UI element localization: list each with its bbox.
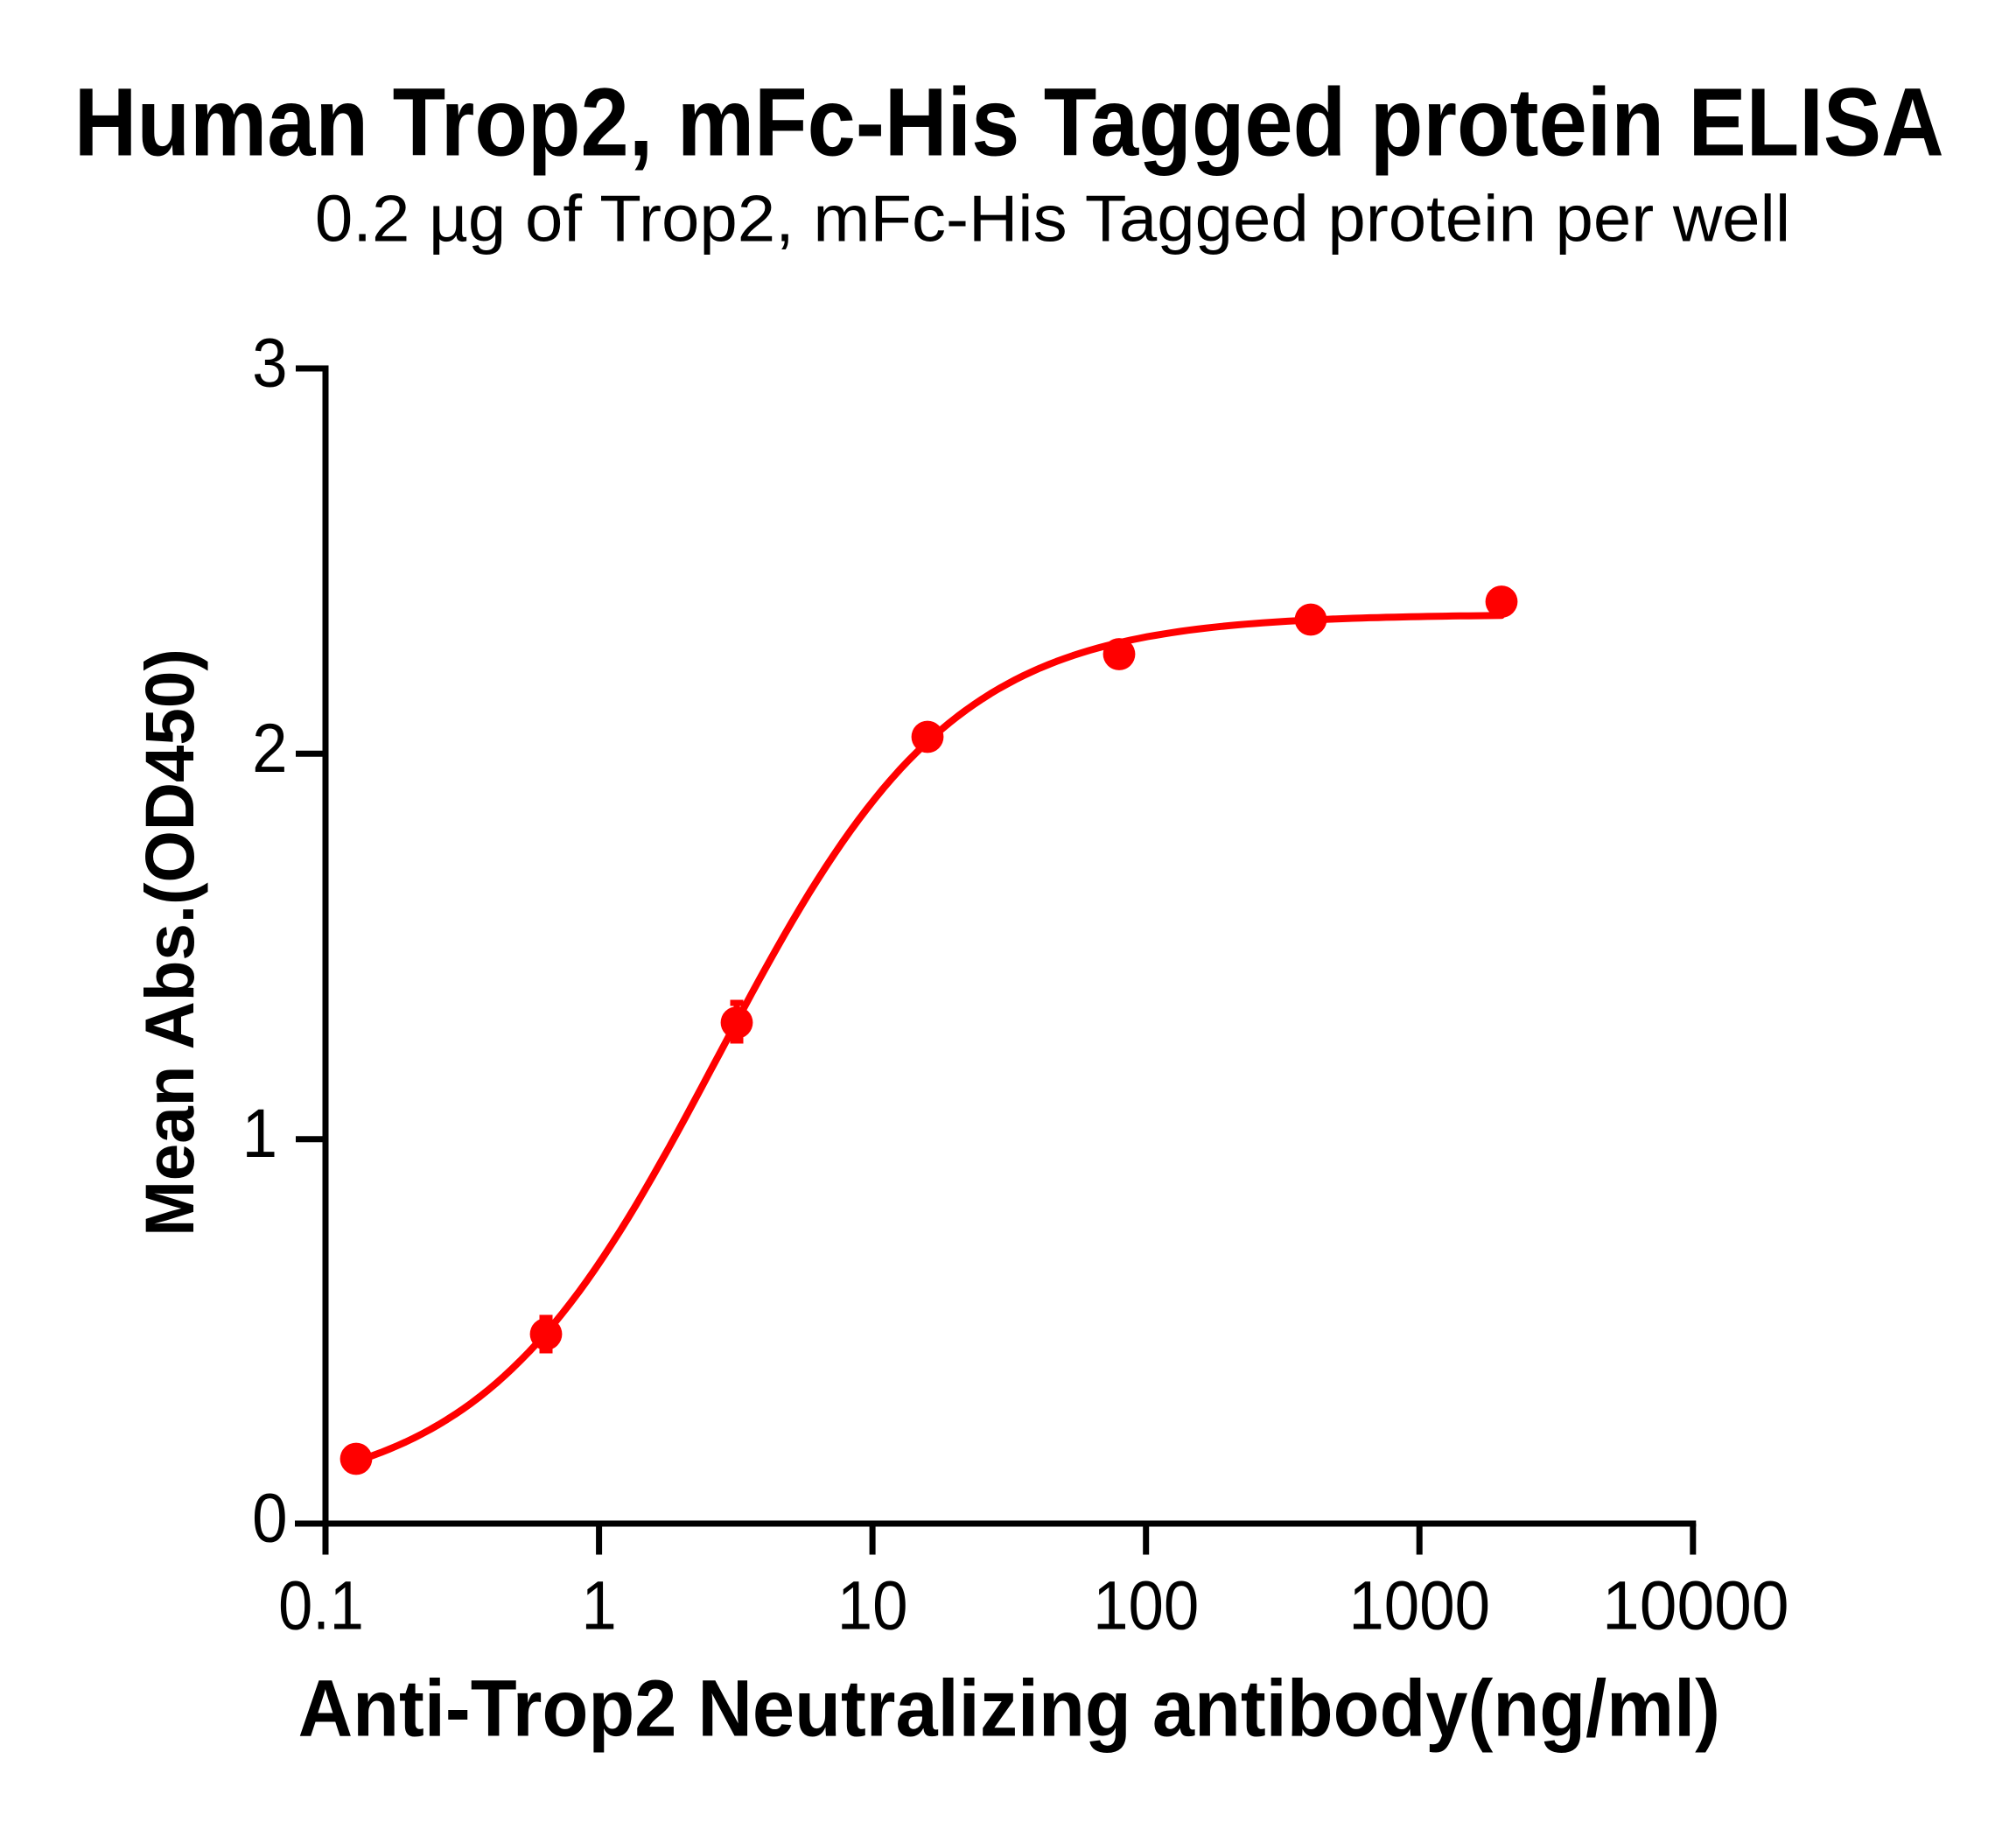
svg-text:10: 10 <box>837 1567 908 1644</box>
svg-text:1: 1 <box>581 1567 616 1644</box>
svg-text:Anti-Trop2 Neutralizing antibo: Anti-Trop2 Neutralizing antibody(ng/ml) <box>298 1663 1720 1753</box>
svg-text:Mean Abs.(OD450): Mean Abs.(OD450) <box>132 648 208 1237</box>
svg-text:1000: 1000 <box>1348 1567 1490 1644</box>
svg-text:0.2 µg of Trop2, mFc-His Tagge: 0.2 µg of Trop2, mFc-His Tagged protein … <box>315 183 1790 256</box>
svg-text:2: 2 <box>252 710 287 787</box>
svg-text:Human Trop2, mFc-His Tagged pr: Human Trop2, mFc-His Tagged protein ELIS… <box>74 69 1944 177</box>
svg-text:1: 1 <box>242 1095 277 1172</box>
svg-text:3: 3 <box>252 325 287 402</box>
svg-text:0.1: 0.1 <box>278 1566 364 1644</box>
svg-text:100: 100 <box>1093 1567 1199 1644</box>
svg-text:0: 0 <box>252 1480 287 1557</box>
svg-text:10000: 10000 <box>1602 1566 1789 1643</box>
